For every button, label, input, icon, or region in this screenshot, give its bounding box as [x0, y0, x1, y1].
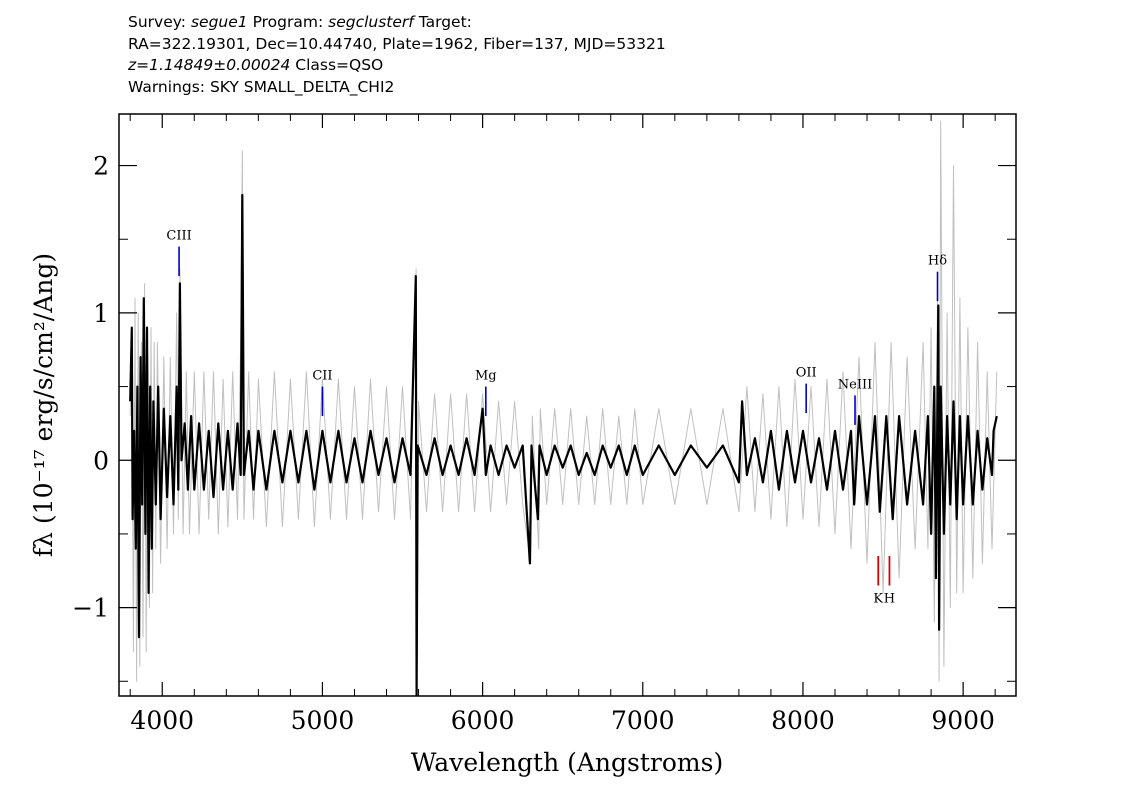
y-axis-title: fλ (10⁻¹⁷ erg/s/cm²/Ang) — [29, 253, 58, 557]
x-axis-title: Wavelength (Angstroms) — [411, 748, 723, 777]
spectrum-header: Survey: segue1 Program: segclusterf Targ… — [128, 12, 666, 98]
x-tick-label: 4000 — [130, 706, 194, 735]
class-value: Class=QSO — [295, 56, 384, 74]
absorption-label-k: K — [873, 591, 883, 606]
error-series-line — [129, 120, 998, 696]
x-tick-label: 6000 — [451, 706, 515, 735]
header-line-coordinates: RA=322.19301, Dec=10.44740, Plate=1962, … — [128, 34, 666, 53]
axis-ticks: 4000 5000 6000 7000 8000 9000 −1 0 1 2 — [72, 114, 1016, 735]
emission-label-mg: Mg — [475, 369, 497, 384]
line-markers: CIII CII Mg OII NeIII Hδ K H — [166, 229, 947, 607]
x-tick-label: 5000 — [291, 706, 355, 735]
program-value: segclusterf — [328, 13, 414, 31]
redshift-value: z=1.14849±0.00024 — [128, 56, 291, 74]
survey-label: Survey: — [128, 13, 187, 31]
target-label: Target: — [418, 13, 472, 31]
emission-label-cii: CII — [312, 369, 332, 384]
plot-frame — [118, 113, 1017, 697]
absorption-label-h: H — [884, 591, 895, 606]
program-label: Program: — [252, 13, 324, 31]
emission-label-neiii: NeIII — [838, 377, 872, 392]
x-tick-label: 9000 — [931, 706, 995, 735]
survey-value: segue1 — [190, 13, 248, 31]
x-tick-label: 7000 — [611, 706, 675, 735]
flux-series-line — [129, 193, 998, 696]
y-tick-label: 2 — [93, 152, 109, 181]
x-tick-label: 8000 — [771, 706, 835, 735]
header-line-redshift: z=1.14849±0.00024 Class=QSO — [128, 55, 666, 77]
header-line-warnings: Warnings: SKY SMALL_DELTA_CHI2 — [128, 77, 395, 96]
y-tick-label: −1 — [72, 594, 109, 623]
series-layer — [129, 120, 998, 696]
emission-label-oii: OII — [796, 366, 817, 381]
header-line-survey: Survey: segue1 Program: segclusterf Targ… — [128, 12, 666, 34]
y-tick-label: 0 — [93, 446, 109, 475]
emission-label-h: Hδ — [928, 254, 947, 269]
emission-label-ciii: CIII — [166, 229, 191, 244]
y-tick-label: 1 — [93, 299, 109, 328]
